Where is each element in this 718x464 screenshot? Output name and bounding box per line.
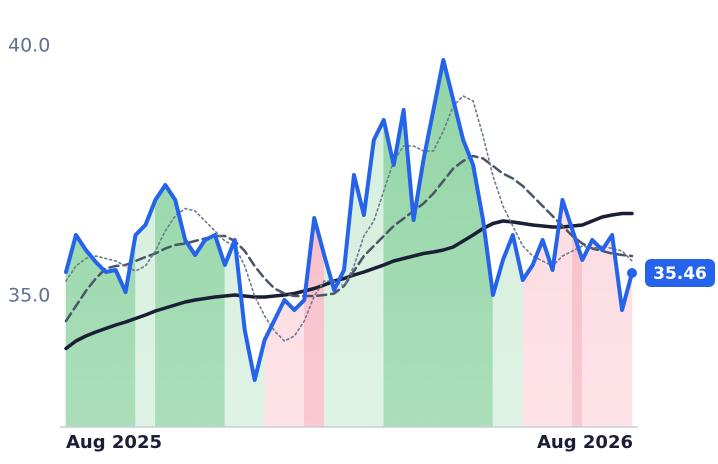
last-point (627, 268, 637, 278)
y-tick-label: 35.0 (8, 285, 50, 307)
value-pill (645, 259, 715, 287)
x-tick-label: Aug 2025 (66, 432, 162, 453)
series-line (64, 58, 634, 382)
x-tick-label: Aug 2026 (537, 432, 633, 453)
y-tick-label: 40.0 (8, 35, 50, 57)
series-line (65, 95, 633, 342)
series-line (64, 211, 634, 351)
series-line (64, 154, 634, 323)
last-value-label: 35.46 (653, 264, 707, 284)
